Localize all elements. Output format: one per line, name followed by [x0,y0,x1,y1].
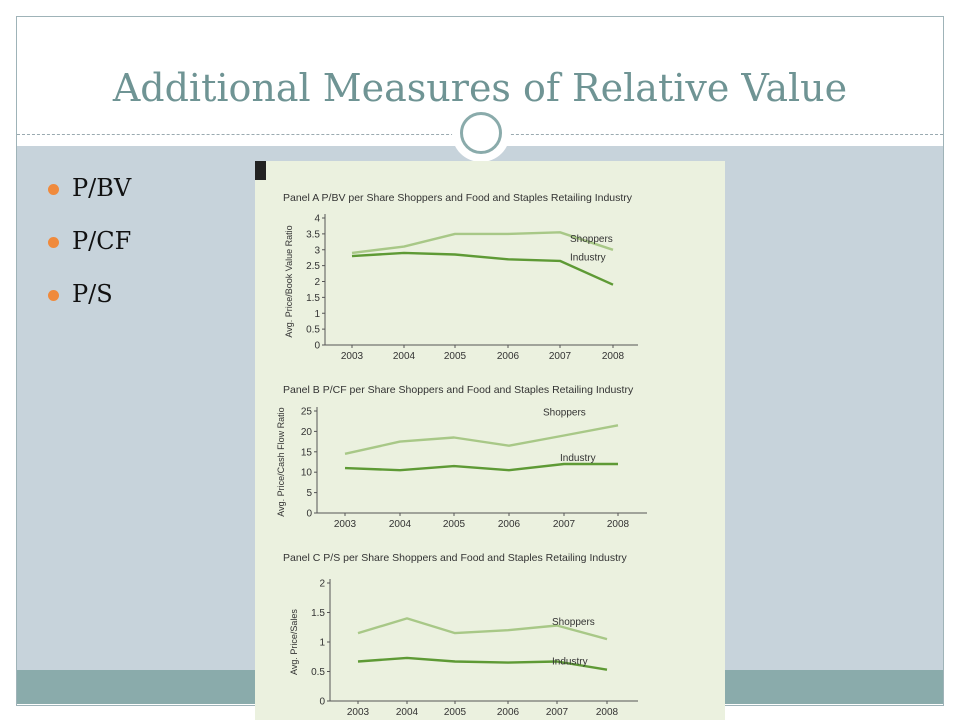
bullet-text: P/S [72,280,113,308]
series-label-industry: Industry [570,253,606,264]
divider-circle-ring [460,112,502,154]
x-tick-label: 2004 [389,519,412,530]
series-line-industry [357,656,608,671]
y-tick-label: 2 [319,579,325,590]
panel-title: Panel C P/S per Share Shoppers and Food … [283,552,628,564]
series-label-shoppers: Shoppers [570,234,613,245]
bullet-item: P/BV [48,174,131,227]
x-tick-label: 2007 [549,351,572,362]
y-tick-label: 3.5 [306,229,320,240]
figure-corner-mark [255,161,266,180]
x-tick-label: 2003 [347,707,370,718]
series-line-shoppers [344,424,619,455]
series-label-industry: Industry [552,657,588,668]
x-tick-label: 2008 [596,707,619,718]
y-axis-label: Avg. Price/Cash Flow Ratio [276,407,286,516]
series-line-industry [344,462,618,472]
chart-figure: Panel A P/BV per Share Shoppers and Food… [255,161,725,720]
y-tick-label: 1 [314,309,320,320]
series-line-industry [351,251,614,286]
x-tick-label: 2007 [546,707,569,718]
bullet-dot-icon [48,237,59,248]
y-tick-label: 0 [319,697,325,708]
bullet-list: P/BV P/CF P/S [48,174,131,333]
slide-title: Additional Measures of Relative Value [112,66,848,110]
y-tick-label: 0.5 [306,325,320,336]
x-tick-label: 2003 [341,351,364,362]
x-tick-label: 2006 [498,519,521,530]
panel-title: Panel A P/BV per Share Shoppers and Food… [283,192,633,204]
y-axis-label: Avg. Price/Book Value Ratio [284,225,294,337]
x-tick-label: 2005 [444,351,467,362]
y-tick-label: 0 [314,341,320,352]
bullet-dot-icon [48,290,59,301]
y-tick-label: 2.5 [306,261,320,272]
series-label-shoppers: Shoppers [552,617,595,628]
x-tick-label: 2008 [607,519,630,530]
y-tick-label: 2 [314,277,320,288]
x-tick-label: 2003 [334,519,357,530]
bullet-item: P/CF [48,227,131,280]
charts-svg: Panel A P/BV per Share Shoppers and Food… [276,192,647,718]
panel-title: Panel B P/CF per Share Shoppers and Food… [283,384,634,396]
bullet-dot-icon [48,184,59,195]
y-tick-label: 1.5 [306,293,320,304]
bullet-item: P/S [48,280,131,333]
y-tick-label: 0.5 [311,667,325,678]
bullet-text: P/CF [72,227,132,255]
x-tick-label: 2007 [553,519,576,530]
series-line-shoppers [357,617,608,641]
y-tick-label: 5 [306,488,312,499]
y-axis-label: Avg. Price/Sales [289,609,299,675]
y-tick-label: 10 [301,468,313,479]
y-tick-label: 1 [319,638,325,649]
x-tick-label: 2005 [443,519,466,530]
x-tick-label: 2004 [393,351,416,362]
x-tick-label: 2005 [444,707,467,718]
y-tick-label: 15 [301,447,313,458]
x-tick-label: 2004 [396,707,419,718]
y-tick-label: 3 [314,245,320,256]
x-tick-label: 2006 [497,707,520,718]
series-label-shoppers: Shoppers [543,407,586,418]
series-line-shoppers [351,231,614,255]
x-tick-label: 2008 [602,351,625,362]
y-tick-label: 1.5 [311,608,325,619]
y-tick-label: 4 [314,214,320,225]
y-tick-label: 0 [306,509,312,520]
y-tick-label: 20 [301,427,313,438]
series-label-industry: Industry [560,453,596,464]
x-tick-label: 2006 [497,351,520,362]
y-tick-label: 25 [301,407,313,418]
bullet-text: P/BV [72,174,132,202]
